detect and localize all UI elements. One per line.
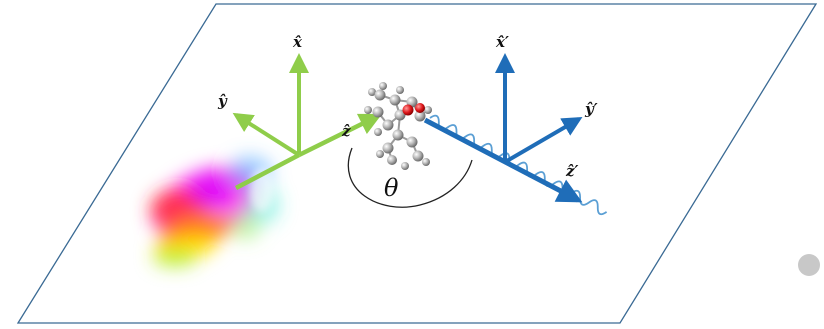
lab-z-axis-tail — [234, 153, 301, 190]
grey-dot — [798, 254, 820, 276]
lab-z-label: ẑ — [341, 122, 351, 140]
reference-plane — [16, 3, 818, 324]
theta-label: θ — [384, 174, 399, 202]
angle-arc — [347, 147, 473, 208]
prime-z-axis — [423, 117, 583, 203]
prime-y-axis — [503, 116, 583, 164]
light-wave — [429, 114, 608, 216]
lab-frame — [232, 53, 383, 190]
prime-z-label: ẑ′ — [565, 162, 579, 180]
lab-x-label: x̂ — [292, 33, 303, 51]
prime-y-label: ŷ′ — [584, 100, 598, 118]
molecule-frame — [423, 53, 583, 203]
rainbow-beam-icon — [150, 156, 280, 267]
lab-y-axis — [232, 112, 301, 157]
molecule-icon — [364, 82, 432, 170]
lab-z-axis — [298, 113, 383, 158]
lab-y-label: ŷ — [217, 92, 228, 110]
prime-x-label: x̂′ — [495, 33, 509, 51]
